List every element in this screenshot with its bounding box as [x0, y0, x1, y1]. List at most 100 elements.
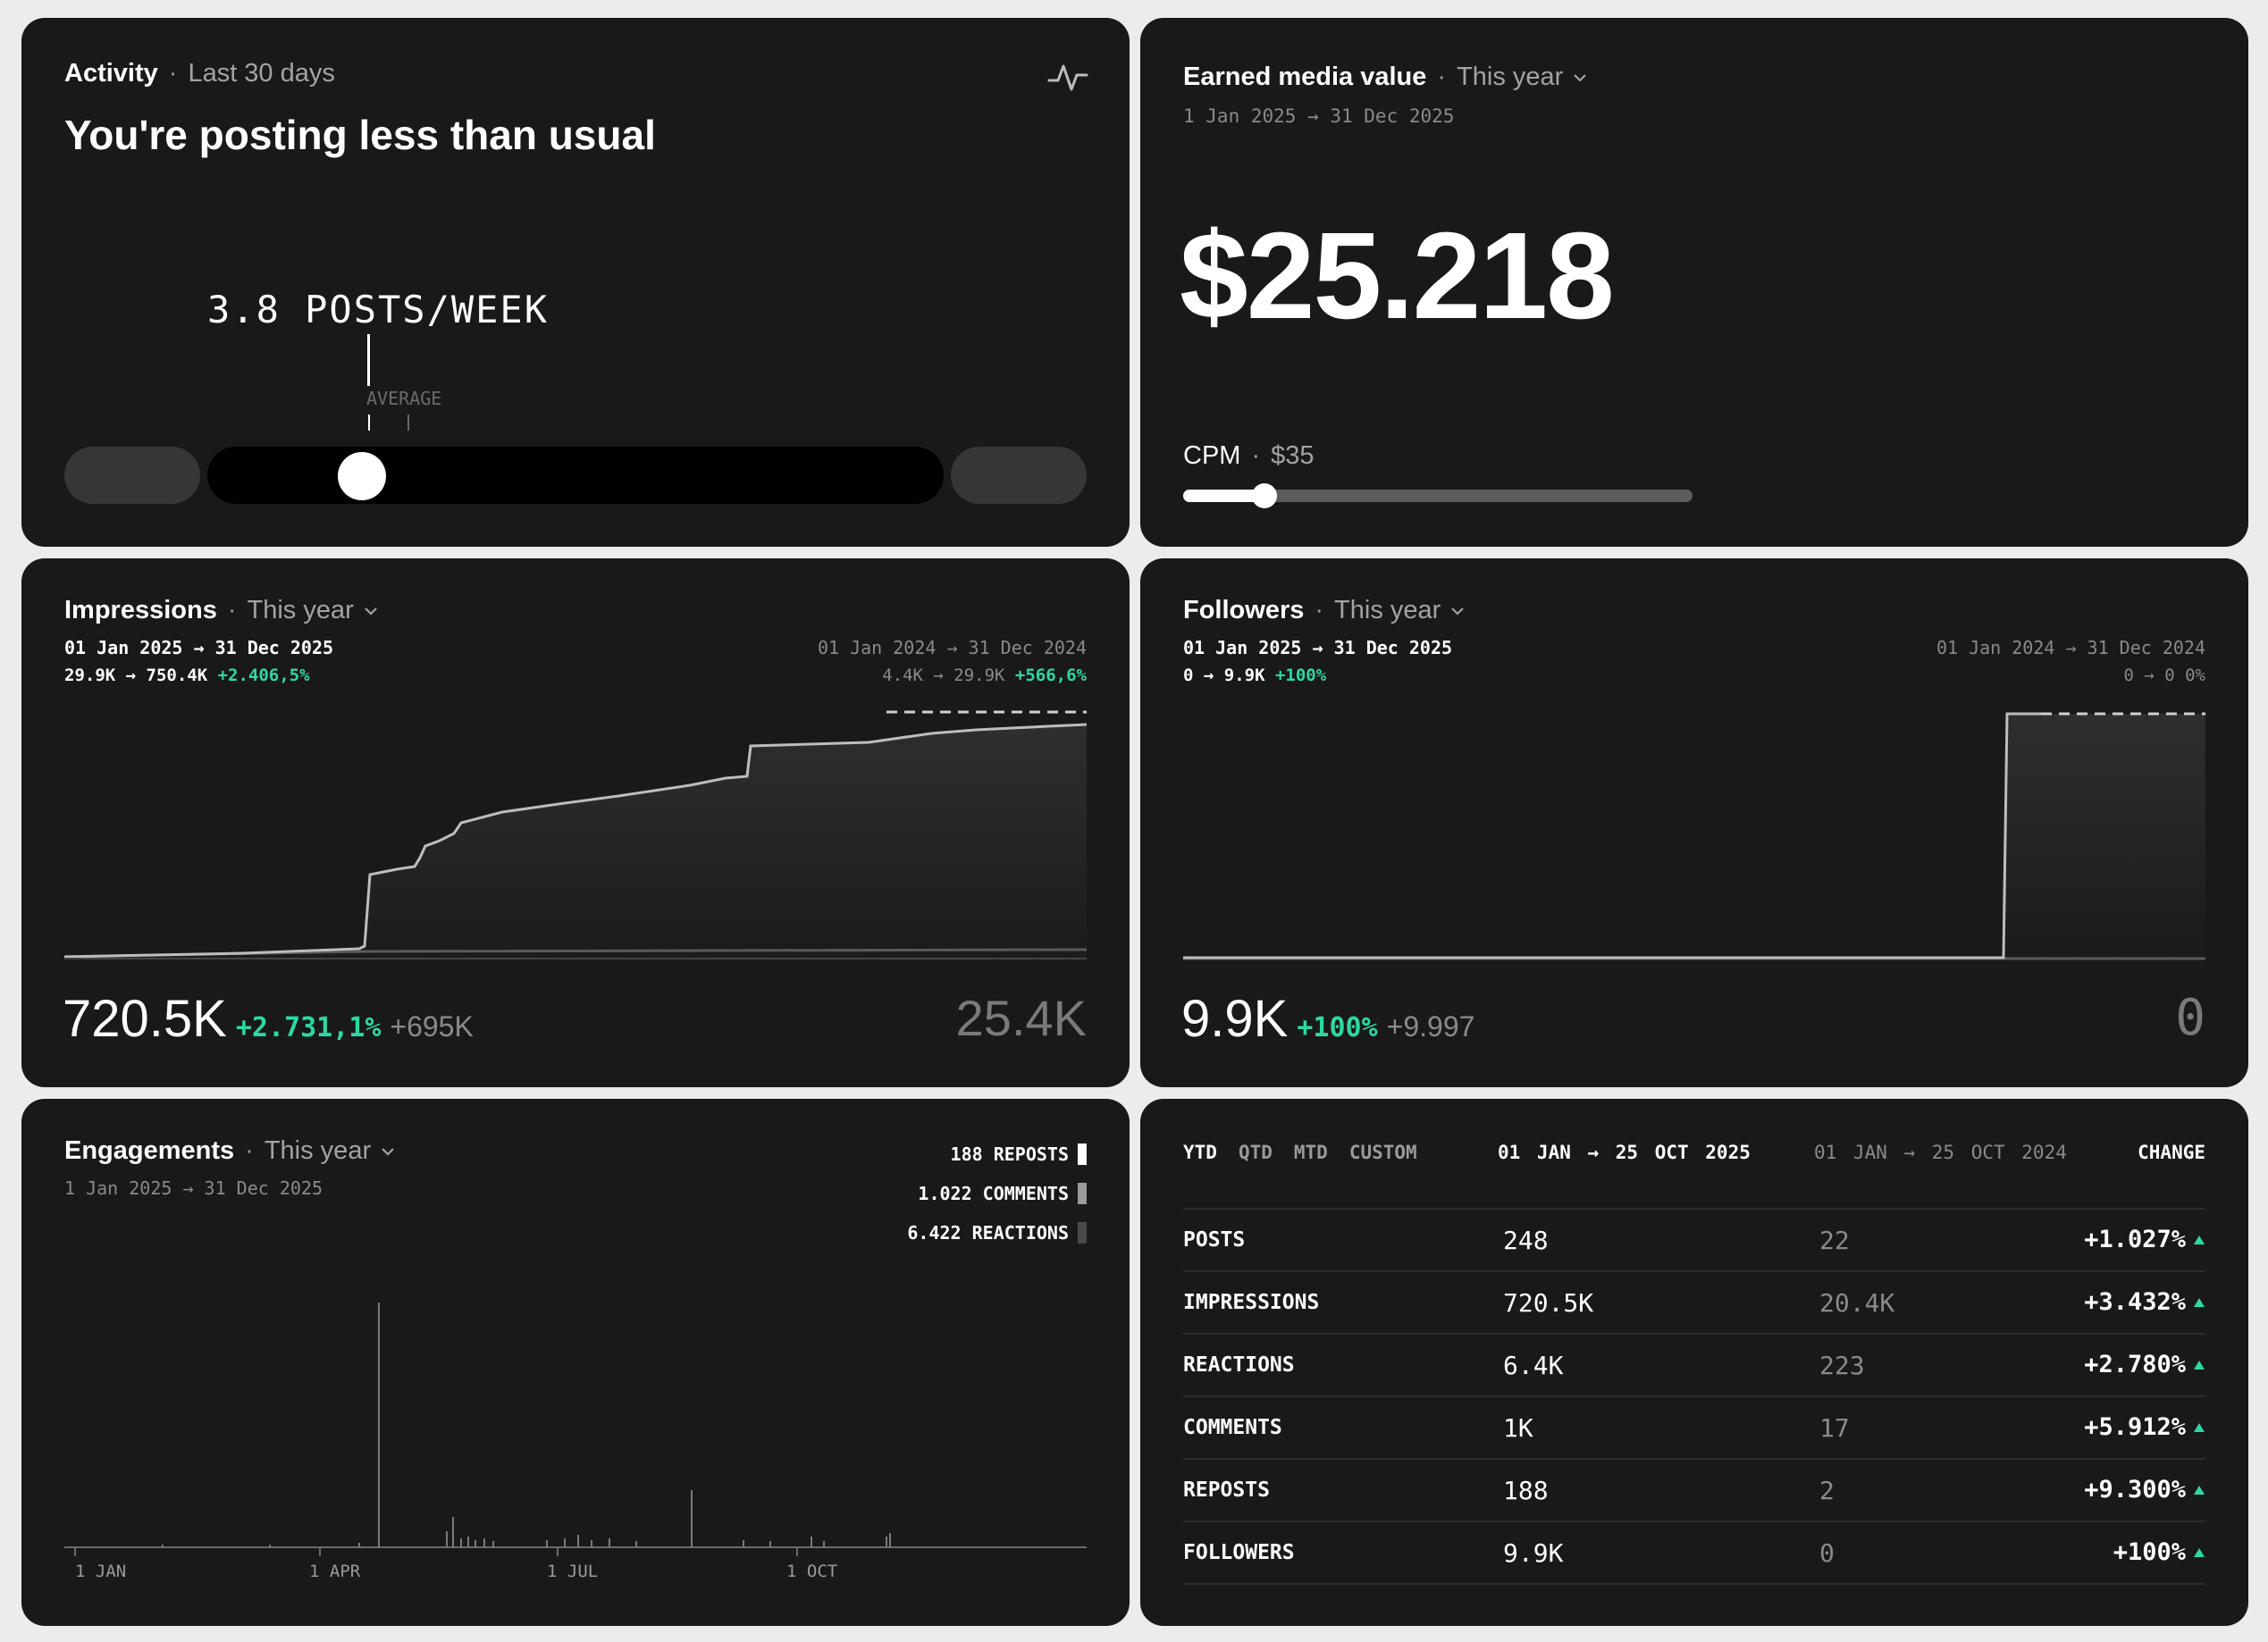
- row-label: REACTIONS: [1183, 1353, 1295, 1377]
- row-previous: 0: [1819, 1538, 1835, 1568]
- impressions-change-previous: 4.4K → 29.9K +566,6%: [882, 666, 1087, 685]
- engagements-period-dropdown[interactable]: This year: [265, 1136, 396, 1166]
- followers-header: Followers · This year: [1183, 596, 1466, 625]
- impressions-previous-total: 25.4K: [955, 990, 1087, 1046]
- row-change-value: +100%: [2113, 1538, 2186, 1566]
- impressions-change-current-text: 29.9K → 750.4K: [64, 666, 208, 685]
- impressions-change-previous-text: 4.4K → 29.9K: [882, 666, 1005, 685]
- followers-total-row: 9.9K +100% +9.997: [1181, 989, 1474, 1049]
- tab-qtd[interactable]: QTD: [1238, 1142, 1273, 1163]
- engagements-axis-oct: 1 OCT: [786, 1562, 838, 1581]
- tab-custom[interactable]: CUSTOM: [1348, 1142, 1417, 1163]
- row-current: 6.4K: [1503, 1351, 1564, 1380]
- row-label: FOLLOWERS: [1183, 1541, 1295, 1564]
- cpm-slider-knob[interactable]: [1252, 483, 1278, 508]
- followers-change-previous: 0 → 0 0%: [2123, 666, 2205, 685]
- activity-knob[interactable]: [338, 452, 387, 500]
- activity-rate-marker: [367, 334, 370, 386]
- impressions-range-previous: 01 Jan 2024 → 31 Dec 2024: [817, 637, 1087, 658]
- triangle-up-icon: [2194, 1235, 2205, 1244]
- activity-average-label: AVERAGE: [366, 388, 442, 409]
- legend-reactions-swatch: [1078, 1222, 1087, 1244]
- impressions-period-dropdown[interactable]: This year: [248, 596, 379, 625]
- impressions-change-previous-pct: +566,6%: [1014, 666, 1087, 685]
- engagements-axis-jan: 1 JAN: [75, 1562, 127, 1581]
- followers-total-abs: +9.997: [1386, 1010, 1475, 1043]
- row-current: 248: [1503, 1226, 1549, 1255]
- table-row: FOLLOWERS 9.9K 0 +100%: [1183, 1522, 2205, 1585]
- engagements-legend: 188 REPOSTS 1.022 COMMENTS 6.422 REACTIO…: [907, 1144, 1087, 1244]
- followers-period-dropdown[interactable]: This year: [1334, 596, 1466, 625]
- table-row: REPOSTS 188 2 +9.300%: [1183, 1460, 2205, 1522]
- row-current: 720.5K: [1503, 1288, 1594, 1318]
- row-change-value: +2.780%: [2084, 1351, 2186, 1378]
- row-previous: 22: [1819, 1226, 1850, 1255]
- cpm-value: $35: [1271, 441, 1315, 470]
- followers-title: Followers: [1183, 596, 1305, 624]
- engagements-bars: [162, 1303, 891, 1547]
- engagements-header: Engagements · This year: [64, 1136, 396, 1166]
- emv-card: Earned media value · This year 1 Jan 202…: [1140, 18, 2248, 547]
- legend-reposts-label: 188 REPOSTS: [950, 1144, 1069, 1165]
- activity-card: Activity · Last 30 days You're posting l…: [21, 18, 1130, 547]
- tab-mtd[interactable]: MTD: [1293, 1142, 1328, 1163]
- chevron-down-icon: [382, 1147, 394, 1156]
- activity-title: Activity: [64, 59, 158, 88]
- activity-range-low: [64, 447, 200, 504]
- row-label: IMPRESSIONS: [1183, 1291, 1320, 1314]
- followers-period-label: This year: [1334, 596, 1441, 624]
- followers-previous-total: 0: [2175, 989, 2205, 1047]
- activity-header: Activity · Last 30 days: [64, 59, 335, 88]
- row-change-value: +3.432%: [2084, 1288, 2186, 1316]
- table-row: IMPRESSIONS 720.5K 20.4K +3.432%: [1183, 1272, 2205, 1335]
- activity-headline: You're posting less than usual: [64, 112, 656, 158]
- activity-pulse-icon[interactable]: [1047, 61, 1088, 93]
- followers-total-pct: +100%: [1297, 1012, 1378, 1043]
- row-previous: 2: [1819, 1476, 1835, 1505]
- table-row: COMMENTS 1K 17 +5.912%: [1183, 1397, 2205, 1460]
- legend-reposts-swatch: [1078, 1144, 1087, 1165]
- engagements-axis-apr: 1 APR: [309, 1562, 361, 1581]
- legend-reactions-label: 6.422 REACTIONS: [907, 1222, 1069, 1244]
- cpm-header: CPM · $35: [1183, 441, 1315, 470]
- emv-period-label: This year: [1457, 63, 1564, 91]
- table-row: POSTS 248 22 +1.027%: [1183, 1210, 2205, 1272]
- engagements-card: Engagements · This year 1 Jan 2025 → 31 …: [21, 1099, 1130, 1626]
- triangle-up-icon: [2194, 1547, 2205, 1557]
- impressions-range-current: 01 Jan 2025 → 31 Dec 2025: [64, 637, 334, 658]
- engagements-period-label: This year: [264, 1136, 372, 1165]
- impressions-header: Impressions · This year: [64, 596, 379, 625]
- cpm-slider-fill: [1183, 490, 1265, 502]
- followers-change-current: 0 → 9.9K +100%: [1183, 666, 1326, 685]
- row-change: +1.027%: [2084, 1226, 2205, 1253]
- row-current: 9.9K: [1503, 1538, 1564, 1568]
- activity-rate-label: 3.8 POSTS/WEEK: [207, 288, 550, 331]
- summary-table: POSTS 248 22 +1.027% IMPRESSIONS 720.5K …: [1183, 1208, 2205, 1585]
- cpm-slider-track[interactable]: [1183, 490, 1693, 502]
- activity-range-high: [951, 447, 1087, 504]
- summary-col-previous: 01 JAN → 25 OCT 2024: [1814, 1142, 2067, 1163]
- followers-range-previous: 01 Jan 2024 → 31 Dec 2024: [1936, 637, 2205, 658]
- engagements-axis-jul: 1 JUL: [547, 1562, 599, 1581]
- emv-value: $25.218: [1180, 207, 1615, 345]
- activity-period: Last 30 days: [188, 59, 335, 88]
- activity-average-tick-b: [407, 415, 409, 431]
- summary-tabs: YTD QTD MTD CUSTOM: [1183, 1142, 1417, 1163]
- followers-current-line: [1183, 712, 2041, 959]
- summary-col-current: 01 JAN → 25 OCT 2025: [1498, 1142, 1751, 1163]
- engagements-title: Engagements: [64, 1136, 235, 1165]
- impressions-total-abs: +695K: [390, 1010, 474, 1043]
- followers-chart: [1183, 712, 2205, 960]
- row-change: +2.780%: [2084, 1351, 2205, 1378]
- tab-ytd[interactable]: YTD: [1183, 1142, 1217, 1163]
- impressions-total-row: 720.5K +2.731,1% +695K: [63, 989, 474, 1049]
- followers-range-current: 01 Jan 2025 → 31 Dec 2025: [1183, 637, 1453, 658]
- legend-reposts: 188 REPOSTS: [951, 1144, 1087, 1165]
- impressions-chart: [64, 710, 1087, 962]
- row-change: +5.912%: [2084, 1413, 2205, 1441]
- followers-card: Followers · This year 01 Jan 2025 → 31 D…: [1140, 558, 2248, 1087]
- emv-period-dropdown[interactable]: This year: [1457, 63, 1588, 92]
- row-change-value: +1.027%: [2084, 1226, 2186, 1253]
- legend-comments: 1.022 COMMENTS: [918, 1183, 1087, 1204]
- summary-card: YTD QTD MTD CUSTOM 01 JAN → 25 OCT 2025 …: [1140, 1099, 2248, 1626]
